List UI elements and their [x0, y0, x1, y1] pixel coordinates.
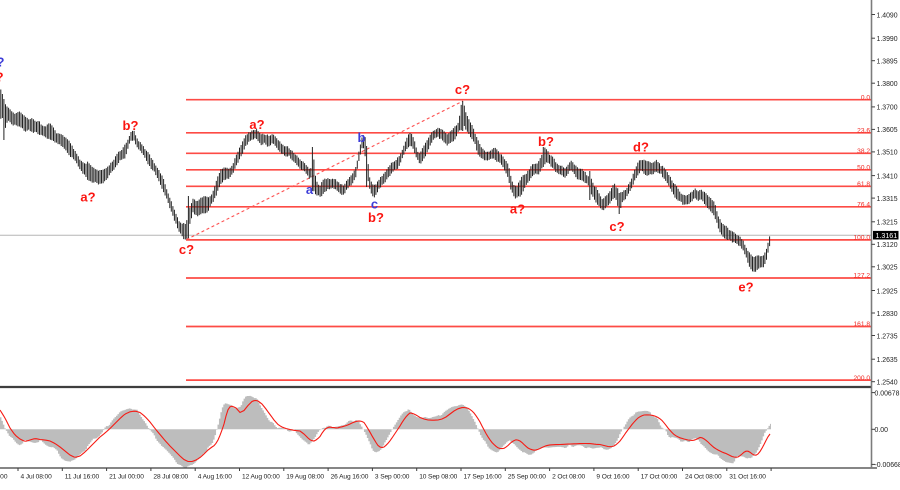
svg-text:1.3800: 1.3800 — [877, 81, 898, 88]
svg-text:c?: c? — [455, 82, 470, 97]
svg-text:1.3510: 1.3510 — [877, 150, 898, 157]
svg-text:0.0: 0.0 — [861, 94, 870, 101]
svg-text:1.3161: 1.3161 — [876, 232, 898, 240]
svg-text:1.2735: 1.2735 — [877, 333, 898, 340]
svg-text:50.0: 50.0 — [857, 165, 870, 172]
svg-text:161.8: 161.8 — [853, 321, 870, 328]
svg-text:a?: a? — [80, 190, 95, 205]
svg-text:1.2540: 1.2540 — [877, 380, 898, 387]
svg-text:3 Sep 00:00: 3 Sep 00:00 — [375, 474, 410, 481]
svg-text:9 Oct 16:00: 9 Oct 16:00 — [596, 474, 629, 481]
svg-text:c?: c? — [0, 70, 4, 85]
svg-text:1.4090: 1.4090 — [877, 12, 898, 19]
svg-text:17 Oct 00:00: 17 Oct 00:00 — [641, 474, 678, 481]
svg-text:1.3025: 1.3025 — [877, 265, 898, 272]
svg-text:61.8: 61.8 — [857, 181, 870, 188]
svg-text:31 Oct 16:00: 31 Oct 16:00 — [729, 474, 766, 481]
svg-text:10 Sep 08:00: 10 Sep 08:00 — [419, 474, 457, 481]
svg-text:26 Aug 16:00: 26 Aug 16:00 — [331, 474, 369, 481]
svg-text:4 Aug 16:00: 4 Aug 16:00 — [198, 474, 233, 481]
svg-text:c: c — [371, 197, 378, 212]
svg-text:-0.00668: -0.00668 — [875, 462, 900, 469]
svg-text:21 Jul 00:00: 21 Jul 00:00 — [109, 474, 144, 481]
svg-text:1.3895: 1.3895 — [877, 59, 898, 66]
svg-text:28 Jul 08:00: 28 Jul 08:00 — [153, 474, 188, 481]
svg-text:c?: c? — [609, 219, 624, 234]
svg-text:a?: a? — [249, 117, 264, 132]
svg-text:b?: b? — [368, 210, 384, 225]
svg-text:c?: c? — [179, 242, 194, 257]
svg-text:24 Oct 08:00: 24 Oct 08:00 — [685, 474, 722, 481]
svg-text:23.6: 23.6 — [857, 128, 870, 135]
svg-text:a: a — [306, 182, 314, 197]
svg-text:e?: e? — [738, 280, 753, 295]
svg-text:17 Sep 16:00: 17 Sep 16:00 — [464, 474, 502, 481]
svg-text:1.3315: 1.3315 — [877, 196, 898, 203]
svg-text:11 Jul 16:00: 11 Jul 16:00 — [65, 474, 100, 481]
svg-text:127.2: 127.2 — [853, 273, 870, 280]
svg-text:1.2925: 1.2925 — [877, 288, 898, 295]
svg-text:1.3605: 1.3605 — [877, 127, 898, 134]
svg-text:1.3700: 1.3700 — [877, 105, 898, 112]
svg-text:0.00678: 0.00678 — [875, 390, 900, 397]
svg-text:1.3120: 1.3120 — [877, 242, 898, 249]
svg-text:b?: b? — [123, 118, 139, 133]
svg-text:a?: a? — [510, 202, 525, 217]
svg-text:4 Jul 08:00: 4 Jul 08:00 — [21, 474, 53, 481]
svg-text:b: b — [358, 130, 366, 145]
svg-text::00: :00 — [0, 474, 8, 481]
svg-text:38.2: 38.2 — [857, 148, 870, 155]
svg-text:1.3410: 1.3410 — [877, 173, 898, 180]
svg-text:100.0: 100.0 — [853, 235, 870, 242]
svg-text:200.0: 200.0 — [853, 375, 870, 382]
svg-text:19 Aug 08:00: 19 Aug 08:00 — [286, 474, 324, 481]
svg-text:b?: b? — [538, 134, 554, 149]
svg-text:1.2830: 1.2830 — [877, 311, 898, 318]
svg-text:2 Oct 08:00: 2 Oct 08:00 — [552, 474, 585, 481]
svg-text:76.4: 76.4 — [857, 202, 870, 209]
svg-text:1.3215: 1.3215 — [877, 220, 898, 227]
svg-text:25 Sep 00:00: 25 Sep 00:00 — [508, 474, 546, 481]
svg-text:0.00: 0.00 — [875, 427, 889, 434]
svg-text:d?: d? — [633, 140, 649, 155]
svg-text:b?: b? — [0, 55, 4, 70]
svg-text:12 Aug 00:00: 12 Aug 00:00 — [242, 474, 280, 481]
svg-text:1.3990: 1.3990 — [877, 36, 898, 43]
svg-text:1.2635: 1.2635 — [877, 357, 898, 364]
